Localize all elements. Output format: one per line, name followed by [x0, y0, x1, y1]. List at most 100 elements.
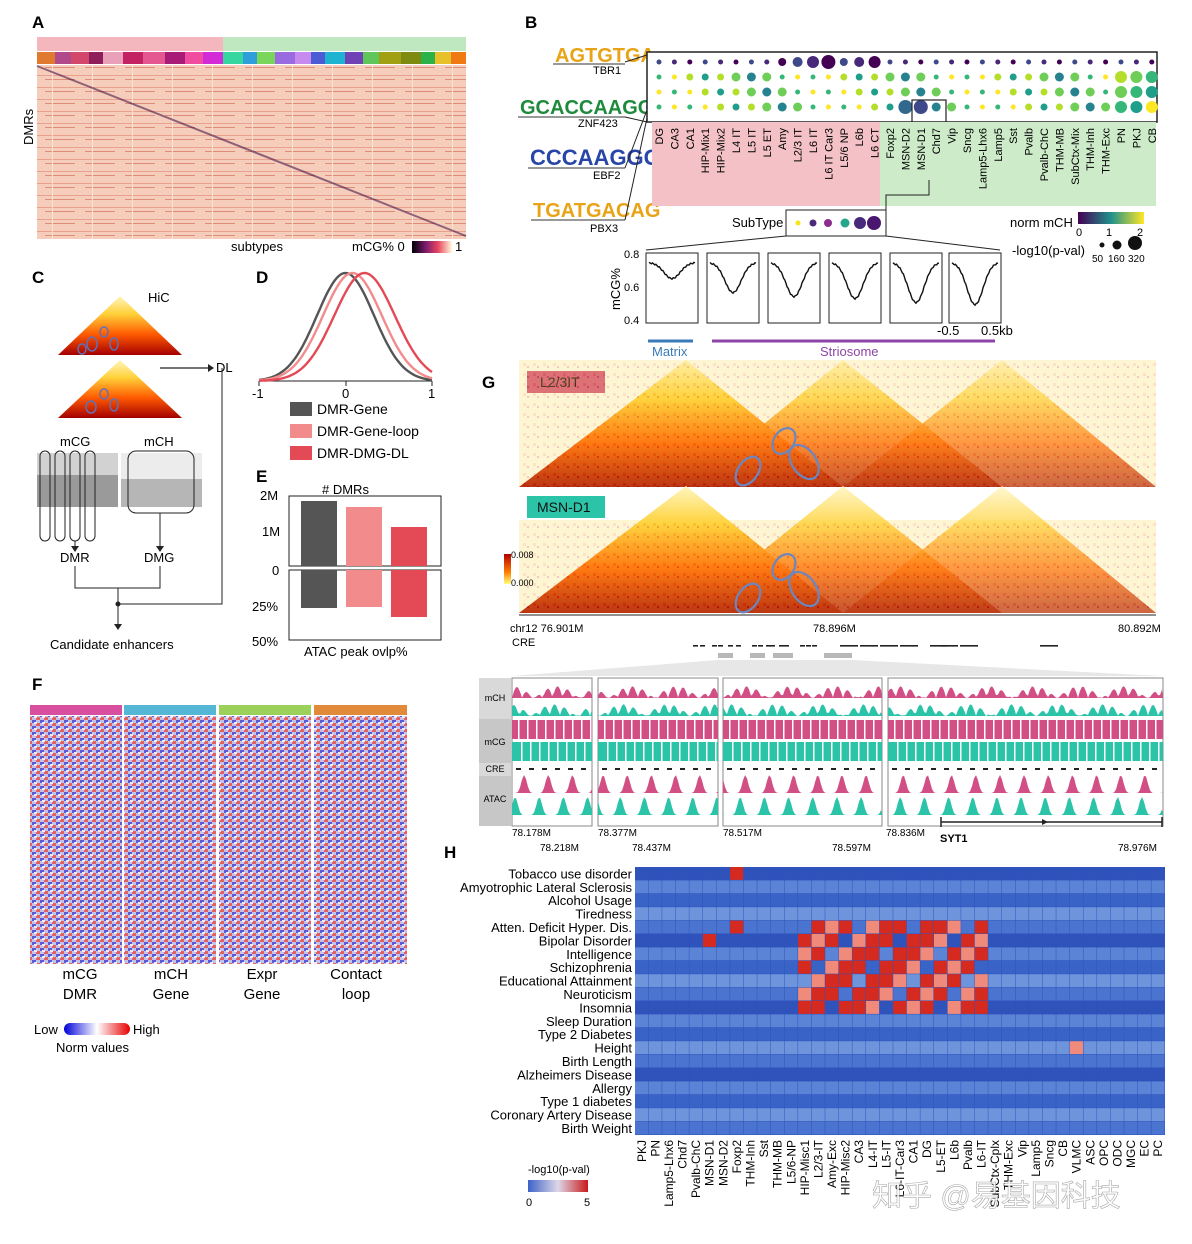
gwas-cell-3-19 [893, 907, 907, 921]
dot-27-2 [1070, 87, 1080, 97]
cre-zoom-3-134 [1022, 768, 1027, 770]
gwas-cell-17-24 [961, 1094, 975, 1108]
celltype-label-15: HIP-Misc2 [839, 1140, 853, 1196]
gwas-cell-5-12 [798, 934, 812, 947]
cre-zoom-3-212 [1100, 768, 1105, 770]
dot-7-2 [762, 87, 772, 97]
gwas-cell-6-11 [784, 947, 798, 961]
gwas-cell-15-19 [893, 1068, 907, 1081]
dot-18-0 [933, 59, 939, 65]
gwas-cell-5-35 [1110, 934, 1124, 947]
celltype-label-14: Amy-Exc [825, 1140, 839, 1188]
dot-28-0 [1087, 59, 1093, 65]
gwas-cell-16-36 [1124, 1081, 1138, 1095]
subtype-label-9: L2/3 IT [793, 128, 805, 163]
dot-9-0 [792, 57, 803, 67]
panel-a-xlabel: subtypes [231, 239, 284, 254]
dot-26-1 [1054, 72, 1064, 82]
gwas-cell-5-6 [716, 934, 730, 947]
gwas-cell-14-17 [866, 1054, 880, 1068]
dot-32-3 [1145, 101, 1158, 113]
gwas-cell-5-25 [974, 934, 988, 947]
gwas-cell-6-30 [1042, 947, 1056, 961]
panel-g: G L2/3IT MSN-D1 0.008 0.000 chr12 76.901… [479, 360, 1164, 854]
dot-31-1 [1130, 71, 1143, 83]
gwas-cell-17-28 [1015, 1094, 1029, 1108]
gwas-cell-18-10 [770, 1108, 784, 1122]
gwas-cell-12-14 [825, 1027, 839, 1041]
gwas-cell-10-28 [1015, 1001, 1029, 1014]
celltype-label-7: Foxp2 [730, 1140, 744, 1174]
cre-label: CRE [512, 637, 535, 649]
dot-17-0 [918, 59, 924, 65]
celltype-label-22: L5-ET [934, 1139, 948, 1172]
profile-curve-3 [831, 262, 879, 301]
gwas-cell-3-6 [716, 907, 730, 921]
gwas-cell-19-0 [635, 1121, 649, 1135]
subtype-label-23: Sst [1008, 128, 1020, 144]
gwas-cell-10-1 [648, 1001, 662, 1014]
dot-15-2 [886, 88, 894, 96]
gwas-cell-5-34 [1097, 934, 1111, 947]
gwas-cell-16-31 [1056, 1081, 1070, 1095]
mcg-gap-b-1-24 [625, 742, 627, 761]
gwas-cell-14-19 [893, 1054, 907, 1068]
celltype-label-9: Sst [757, 1139, 771, 1157]
gwas-cell-0-17 [866, 867, 880, 880]
gwas-cell-7-36 [1124, 960, 1138, 974]
mcg-gap-a-0-69 [581, 720, 583, 739]
mcg-gap-a-3-15 [903, 720, 905, 739]
gwas-cell-17-37 [1137, 1094, 1151, 1108]
norm-colorbar [64, 1023, 130, 1035]
gwas-cell-12-13 [811, 1027, 825, 1041]
gwas-cell-17-31 [1056, 1094, 1070, 1108]
dot-26-3 [1055, 103, 1063, 111]
gwas-cell-3-15 [838, 907, 852, 921]
gwas-cell-5-16 [852, 934, 866, 947]
dot-3-0 [702, 59, 708, 65]
subtype-strip-label: SubType [732, 215, 783, 230]
gwas-cell-1-8 [743, 880, 757, 894]
gwas-cell-9-18 [879, 987, 893, 1001]
gwas-cell-10-33 [1083, 1001, 1097, 1014]
mcg-gap-b-3-204 [1095, 742, 1097, 761]
dot-5-2 [732, 88, 740, 96]
gwas-cell-19-10 [770, 1121, 784, 1135]
gwas-cell-0-25 [974, 867, 988, 880]
gwas-cell-8-26 [988, 974, 1002, 988]
mcg-gap-b-3-240 [1131, 742, 1133, 761]
mcg-gap-a-2-141 [864, 720, 866, 739]
dot-16-2 [900, 87, 910, 97]
cre-zoom-3-108 [996, 768, 1001, 770]
gwas-cell-13-14 [825, 1041, 839, 1055]
dot-11-3 [825, 104, 831, 110]
dot-8-2 [777, 87, 787, 97]
cre-zoom-1-56 [654, 768, 659, 770]
gwas-cell-9-13 [811, 987, 825, 1001]
subtype-label-15: Foxp2 [885, 128, 897, 159]
gwas-cell-14-6 [716, 1054, 730, 1068]
heatmap-mch-gene [124, 716, 216, 964]
h-scale-label: -log10(p-val) [528, 1164, 590, 1176]
celltype-label-2: Lamp5-Lhx6 [662, 1140, 676, 1207]
gwas-cell-8-0 [635, 974, 649, 988]
gwas-cell-10-7 [730, 1001, 744, 1014]
gwas-cell-12-0 [635, 1027, 649, 1041]
gwas-cell-18-24 [961, 1108, 975, 1122]
gwas-cell-9-5 [702, 987, 717, 1001]
gwas-cell-3-12 [798, 907, 812, 921]
gwas-cell-7-31 [1056, 960, 1070, 974]
mcg-gap-b-0-15 [530, 742, 532, 761]
gwas-cell-11-28 [1015, 1014, 1029, 1028]
gwas-cell-16-23 [947, 1081, 961, 1095]
cre-zoom-3-160 [1048, 768, 1053, 770]
gwas-cell-0-11 [784, 867, 798, 880]
gwas-cell-7-4 [689, 960, 703, 974]
cre-zoom-3-30 [918, 768, 923, 770]
gwas-cell-13-20 [906, 1041, 920, 1055]
gwas-cell-17-17 [866, 1094, 880, 1108]
dot-32-2 [1145, 86, 1158, 98]
striosome-label: Striosome [820, 344, 879, 359]
density-curve-0 [258, 271, 433, 382]
